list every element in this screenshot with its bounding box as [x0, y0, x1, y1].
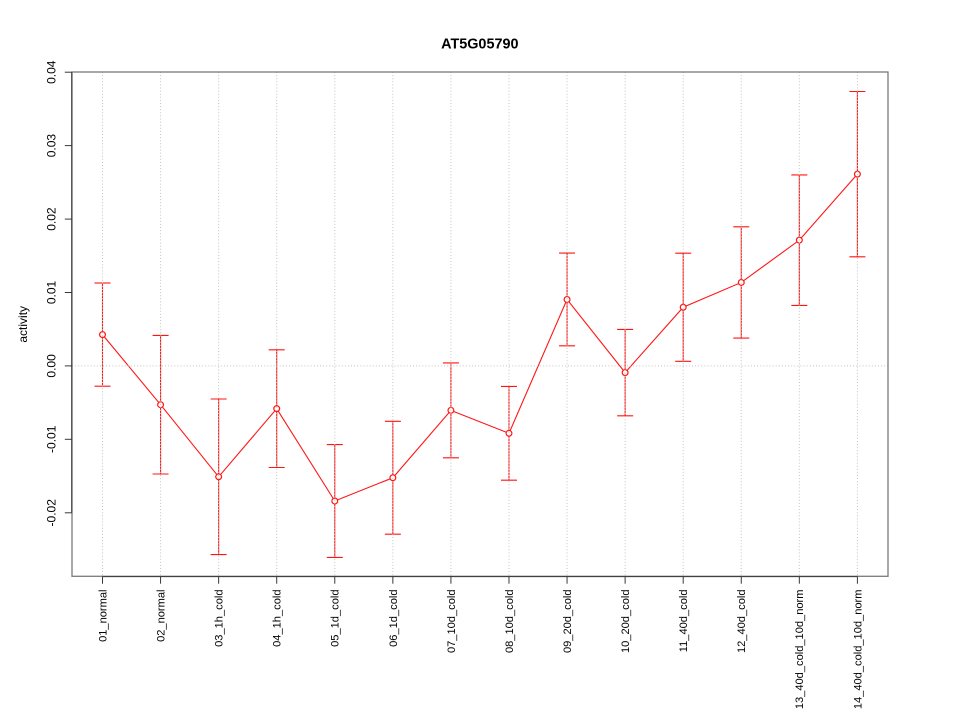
svg-text:04_1h_cold: 04_1h_cold	[272, 590, 284, 647]
svg-text:AT5G05790: AT5G05790	[441, 37, 518, 53]
svg-text:0.02: 0.02	[45, 207, 59, 231]
svg-text:-0.01: -0.01	[45, 425, 59, 453]
svg-text:06_1d_cold: 06_1d_cold	[388, 590, 400, 647]
svg-text:02_normal: 02_normal	[155, 590, 167, 642]
svg-text:0.03: 0.03	[45, 134, 59, 158]
svg-text:-0.02: -0.02	[45, 499, 59, 527]
svg-text:08_10d_cold: 08_10d_cold	[504, 590, 516, 654]
svg-text:13_40d_cold_10d_norm: 13_40d_cold_10d_norm	[794, 590, 806, 710]
svg-text:11_40d_cold: 11_40d_cold	[678, 590, 690, 653]
svg-text:0.01: 0.01	[45, 280, 59, 304]
svg-text:05_1d_cold: 05_1d_cold	[330, 590, 342, 647]
svg-text:activity: activity	[16, 306, 30, 343]
svg-text:01_normal: 01_normal	[97, 590, 109, 642]
svg-text:09_20d_cold: 09_20d_cold	[562, 590, 574, 654]
svg-text:12_40d_cold: 12_40d_cold	[736, 590, 748, 654]
svg-text:03_1h_cold: 03_1h_cold	[214, 590, 226, 647]
svg-text:0.04: 0.04	[45, 60, 59, 84]
svg-text:10_20d_cold: 10_20d_cold	[620, 590, 632, 654]
svg-text:07_10d_cold: 07_10d_cold	[446, 590, 458, 654]
svg-text:0.00: 0.00	[45, 354, 59, 378]
svg-text:14_40d_cold_10d_norm: 14_40d_cold_10d_norm	[852, 590, 864, 710]
